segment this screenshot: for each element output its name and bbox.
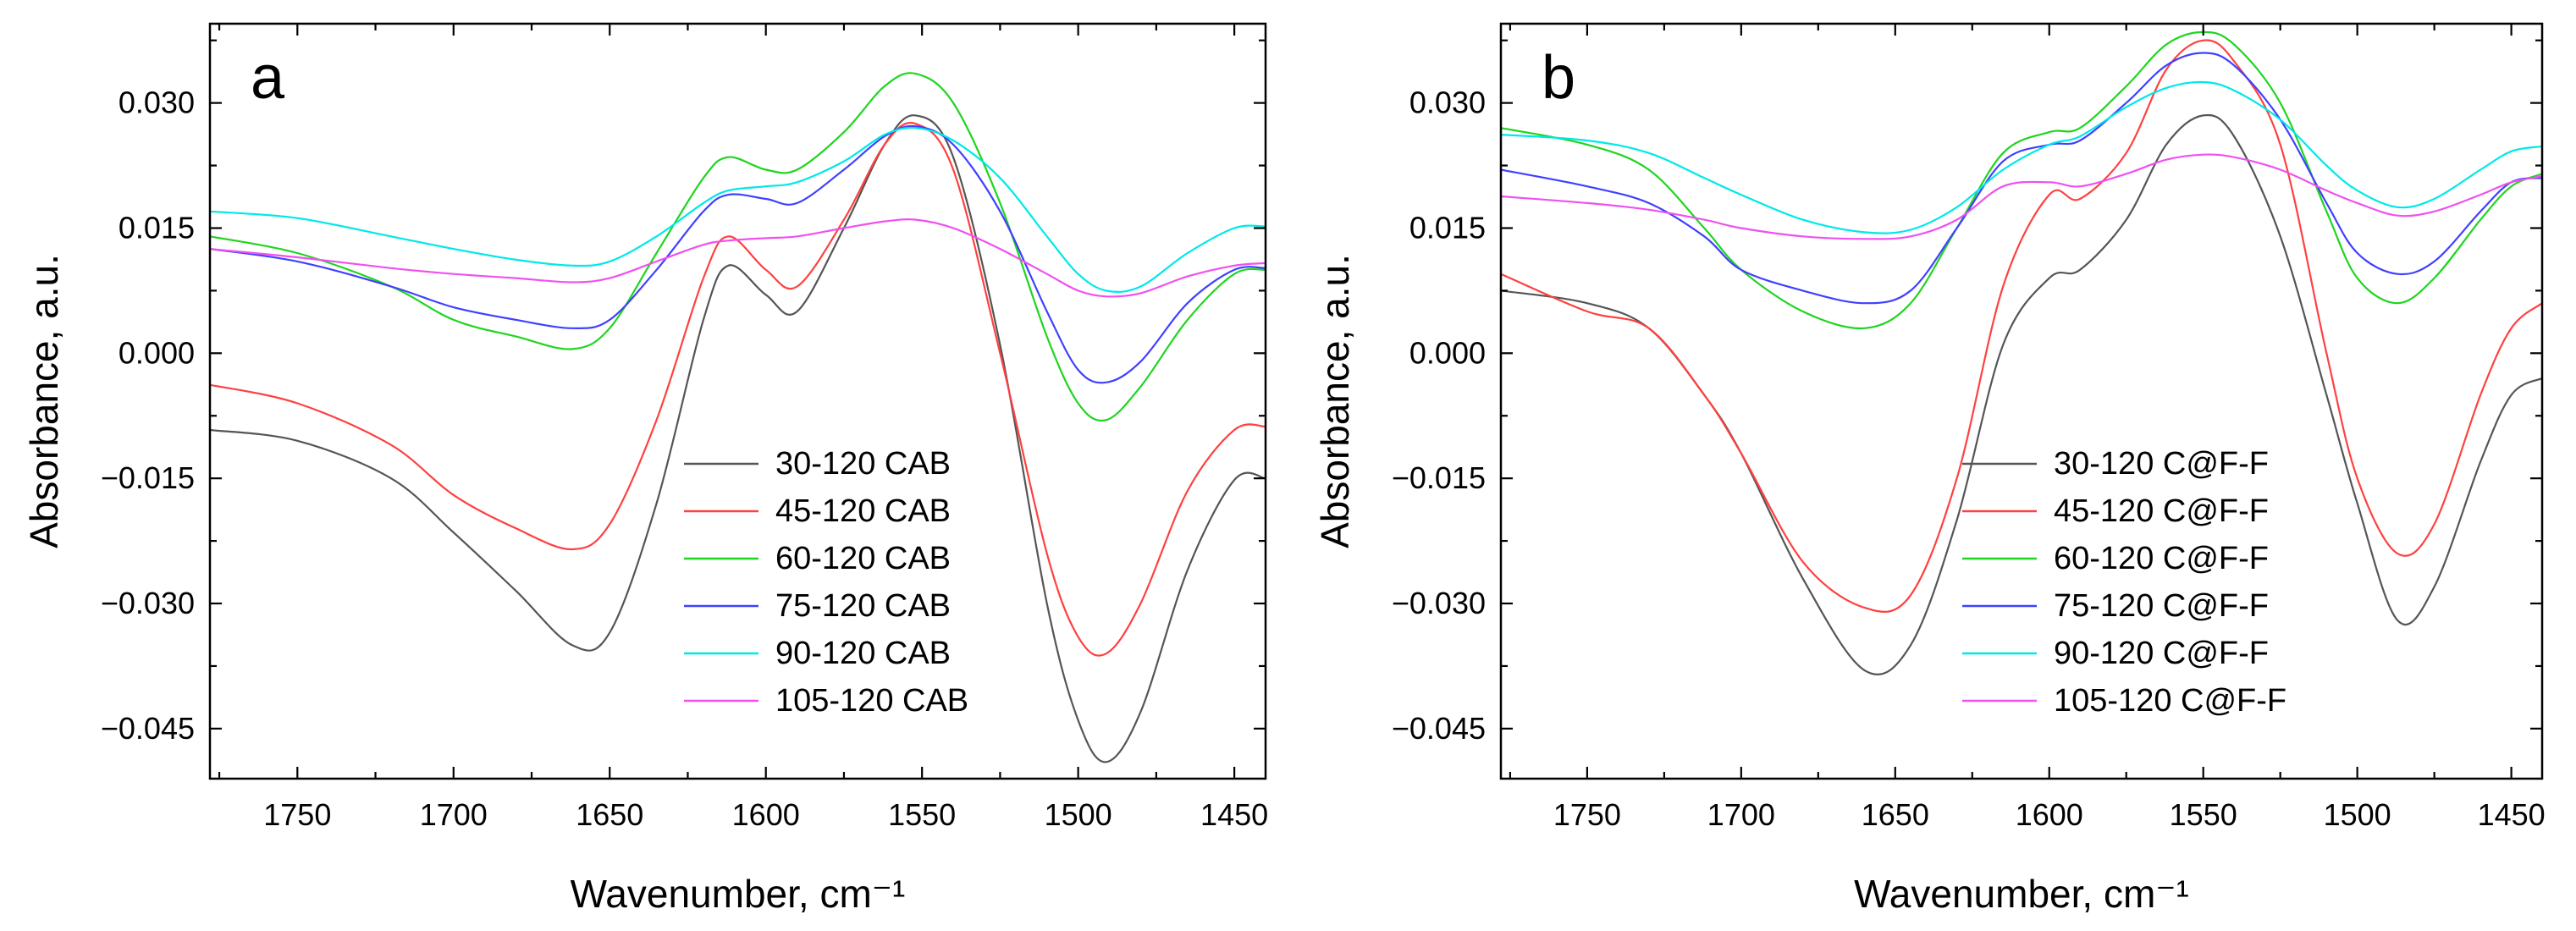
series-line-2 [210,122,1266,657]
legend-label-1: 30-120 C@F-F [2054,446,2269,482]
x-axis-title: Wavenumber, cm⁻¹ [571,872,906,916]
y-tick-label: −0.030 [101,586,195,620]
panel-letter: b [1542,44,1575,112]
panel-b-chart: 1750 1700 1650 1600 1550 1500 1450 0.030 0.015 0.… [1313,22,2546,916]
x-tick-label: 1650 [1862,797,1929,832]
legend-label-2: 45-120 C@F-F [2054,493,2269,529]
series-line-6 [1501,153,2542,240]
plot-frame [1499,22,2544,780]
legend-label-4: 75-120 CAB [775,588,951,624]
y-tick-label: 0.015 [1409,210,1486,245]
x-tick-label: 1450 [2478,797,2546,832]
x-tick-label: 1600 [2016,797,2083,832]
x-tick-label: 1750 [263,797,331,832]
x-tick-label: 1600 [732,797,800,832]
legend-label-5: 90-120 C@F-F [2054,636,2269,671]
x-tick-label: 1550 [2170,797,2237,832]
y-tick-label: −0.030 [1392,586,1486,620]
plot-frame [208,22,1267,780]
series-line-5 [1501,80,2542,234]
panel-a-chart: 1750 1700 1650 1600 1550 1500 1450 0.030 0.015 0.… [22,22,1268,916]
series-lines [210,72,1266,763]
y-tick-label: −0.045 [101,711,195,746]
y-tick-label: 0.030 [1409,85,1486,120]
y-axis-title: Absorbance, a.u. [22,254,66,548]
panel-letter: a [251,44,285,112]
x-tick-label: 1700 [420,797,488,832]
y-tick-label: −0.015 [101,460,195,495]
y-tick-label: 0.000 [1409,335,1486,370]
legend-label-1: 30-120 CAB [775,446,951,482]
y-tick-label: 0.030 [119,85,195,120]
x-tick-label: 1550 [888,797,956,832]
legend-label-3: 60-120 CAB [775,541,951,576]
x-tick-label: 1650 [576,797,643,832]
legend-label-6: 105-120 CAB [775,683,968,719]
x-tick-label: 1750 [1553,797,1621,832]
series-line-2 [1501,39,2542,613]
series-line-4 [1501,52,2542,305]
series-line-5 [210,126,1266,293]
y-tick-label: −0.015 [1392,460,1486,495]
legend-label-3: 60-120 C@F-F [2054,541,2269,576]
x-tick-label: 1700 [1707,797,1775,832]
y-tick-label: 0.000 [119,335,195,370]
x-tick-label: 1500 [2324,797,2391,832]
series-lines [1501,30,2542,675]
y-tick-label: −0.045 [1392,711,1486,746]
legend: 30-120 CAB 45-120 CAB 60-120 CAB 75-120 CAB… [684,446,968,719]
x-tick-label: 1450 [1200,797,1268,832]
y-tick-label: 0.015 [119,210,195,245]
x-axis-title: Wavenumber, cm⁻¹ [1854,872,2189,916]
legend: 30-120 C@F-F 45-120 C@F-F 60-120 C@F-F 75-1… [1962,446,2286,719]
legend-label-4: 75-120 C@F-F [2054,588,2269,624]
legend-label-5: 90-120 CAB [775,636,951,671]
x-tick-label: 1500 [1045,797,1112,832]
legend-label-2: 45-120 CAB [775,493,951,529]
series-line-4 [210,124,1266,384]
series-line-3 [210,72,1266,422]
legend-label-6: 105-120 C@F-F [2054,683,2286,719]
series-line-6 [210,218,1266,298]
y-axis-title: Absorbance, a.u. [1313,254,1357,548]
series-line-3 [1501,30,2542,330]
series-line-1 [210,114,1266,763]
